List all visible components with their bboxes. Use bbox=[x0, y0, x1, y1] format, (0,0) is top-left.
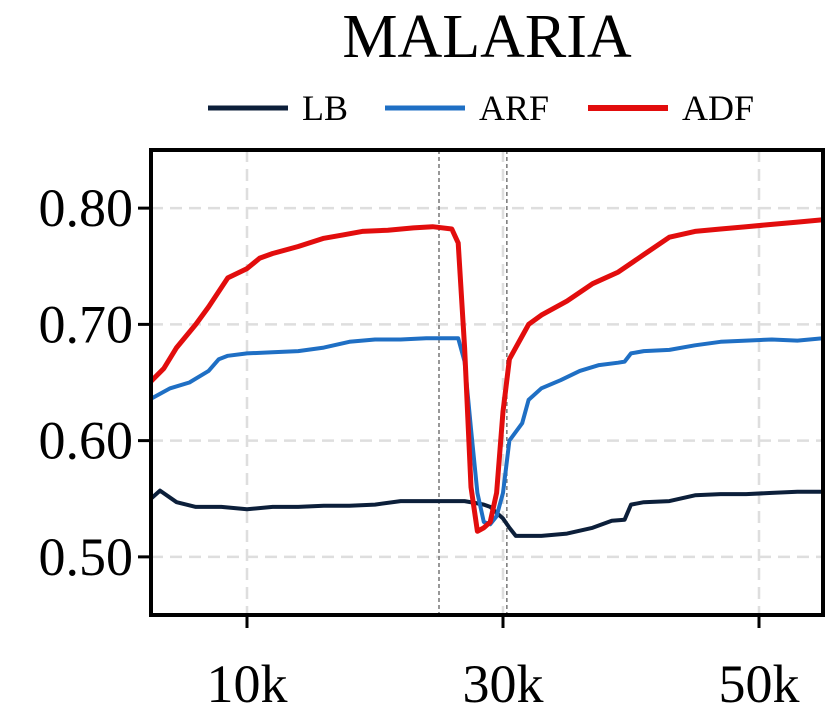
x-tick-label: 30k bbox=[463, 654, 544, 714]
plot-frame bbox=[149, 148, 825, 617]
series-line-adf bbox=[151, 217, 823, 534]
chart-title: MALARIA bbox=[342, 3, 632, 71]
legend-label-lb: LB bbox=[302, 88, 348, 128]
axes bbox=[138, 148, 825, 628]
legend: LB ARF ADF bbox=[208, 88, 754, 128]
series-line-lb bbox=[151, 488, 823, 538]
series-line-arf bbox=[151, 336, 823, 527]
legend-label-adf: ADF bbox=[682, 88, 754, 128]
grid bbox=[151, 150, 823, 615]
y-tick-label: 0.70 bbox=[39, 294, 134, 354]
legend-label-arf: ARF bbox=[479, 88, 549, 128]
x-tick-label: 10k bbox=[207, 654, 288, 714]
vertical-markers bbox=[438, 150, 508, 615]
x-tick-label: 50k bbox=[719, 654, 800, 714]
tick-labels: 10k 30k 50k 0.50 0.60 0.70 0.80 bbox=[39, 178, 800, 714]
y-tick-label: 0.50 bbox=[39, 527, 134, 587]
series-layer bbox=[151, 217, 823, 538]
y-tick-label: 0.60 bbox=[39, 411, 134, 471]
y-tick-label: 0.80 bbox=[39, 178, 134, 238]
